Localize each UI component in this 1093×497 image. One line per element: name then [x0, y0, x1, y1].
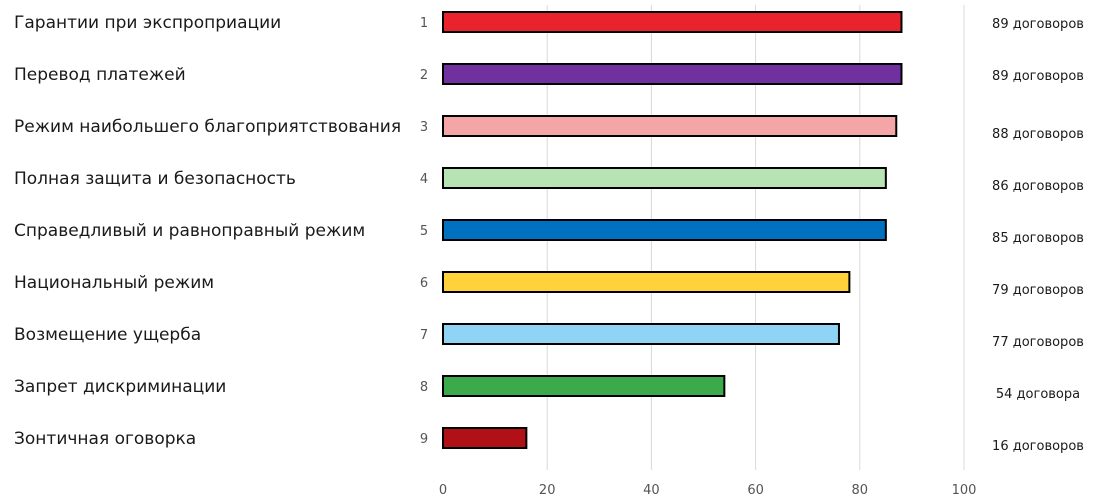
x-tick-label: 100 — [952, 483, 977, 497]
bar — [442, 271, 851, 293]
row-numbers: 1 2 3 4 5 6 7 8 9 — [420, 16, 428, 447]
value-labels: 89 договоров 89 договоров 88 договоров 86 д… — [992, 17, 1084, 454]
value-label: 77 договоров — [992, 335, 1084, 350]
row-number: 9 — [420, 432, 428, 447]
bar — [442, 167, 887, 189]
category-label: Возмещение ущерба — [14, 325, 201, 345]
row-number: 1 — [420, 16, 428, 31]
value-label: 16 договоров — [992, 439, 1084, 454]
value-label: 85 договоров — [992, 231, 1084, 246]
bar — [442, 115, 898, 137]
category-labels: Гарантии при экспроприации Перевод платеж… — [14, 13, 401, 449]
bar — [442, 323, 840, 345]
bar — [442, 11, 903, 33]
value-label: 54 договора — [996, 387, 1080, 402]
value-label: 89 договоров — [992, 17, 1084, 32]
category-label: Перевод платежей — [14, 65, 186, 85]
category-label: Полная защита и безопасность — [14, 169, 296, 189]
category-label: Запрет дискриминации — [14, 377, 226, 397]
bar — [442, 63, 903, 85]
category-label: Справедливый и равноправный режим — [14, 221, 365, 241]
x-tick-label: 20 — [539, 483, 556, 497]
x-tick-label: 40 — [643, 483, 660, 497]
row-number: 8 — [420, 380, 428, 395]
category-label: Зонтичная оговорка — [14, 429, 196, 449]
value-label: 89 договоров — [992, 69, 1084, 84]
row-number: 7 — [420, 328, 428, 343]
category-label: Режим наибольшего благоприятствования — [14, 117, 401, 137]
x-tick-label: 0 — [439, 483, 447, 497]
bars — [442, 11, 903, 449]
x-axis-ticks: 0 20 40 60 80 100 — [439, 483, 977, 497]
category-label: Национальный режим — [14, 273, 214, 293]
row-number: 4 — [420, 172, 428, 187]
value-label: 88 договоров — [992, 127, 1084, 142]
row-number: 3 — [420, 120, 428, 135]
x-tick-label: 60 — [747, 483, 764, 497]
row-number: 5 — [420, 224, 428, 239]
row-number: 2 — [420, 68, 428, 83]
row-number: 6 — [420, 276, 428, 291]
category-label: Гарантии при экспроприации — [14, 13, 281, 33]
bar — [442, 427, 528, 449]
bar — [442, 219, 887, 241]
bar — [442, 375, 726, 397]
value-label: 86 договоров — [992, 179, 1084, 194]
x-tick-label: 80 — [852, 483, 869, 497]
value-label: 79 договоров — [992, 283, 1084, 298]
